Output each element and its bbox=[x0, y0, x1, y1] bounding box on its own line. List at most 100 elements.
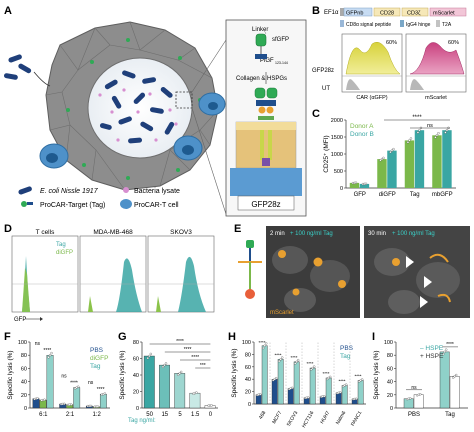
sig-label: **** bbox=[322, 371, 329, 376]
inset-pigf-sub: 123-144 bbox=[275, 61, 288, 65]
sig-label: **** bbox=[258, 340, 265, 345]
panel-letter-i: I bbox=[372, 331, 375, 343]
sig-label: **** bbox=[354, 373, 361, 378]
y-tick-label: 0 bbox=[340, 186, 343, 192]
t-cell-icon bbox=[120, 199, 132, 209]
legend-tag: Tag bbox=[90, 363, 101, 370]
data-point bbox=[149, 352, 152, 356]
x-tick-label: MCF7 bbox=[271, 410, 283, 425]
tag-uptake-signal bbox=[437, 293, 451, 303]
data-point bbox=[103, 392, 107, 395]
ecoli-icon bbox=[18, 186, 32, 195]
x-tick-label: PBS bbox=[408, 412, 420, 418]
data-point bbox=[354, 181, 358, 184]
data-point bbox=[364, 182, 368, 185]
procar-t-cells bbox=[39, 92, 226, 169]
sig-label: **** bbox=[274, 352, 281, 357]
hist-label-ut: UT bbox=[322, 86, 330, 92]
y-tick-label: 100 bbox=[242, 340, 251, 346]
free-bacteria bbox=[3, 54, 32, 80]
data-point bbox=[262, 346, 265, 350]
mscarlet-cell bbox=[338, 280, 346, 288]
hist-title-skov3: SKOV3 bbox=[170, 229, 192, 236]
data-point bbox=[164, 362, 168, 365]
inset-gfp28z-label: GFP28z bbox=[251, 200, 280, 209]
data-point bbox=[281, 356, 284, 359]
y-tick-label: 40 bbox=[387, 380, 393, 386]
construct-gfpnb: GFPnb bbox=[346, 11, 363, 17]
data-point bbox=[146, 356, 149, 360]
y-tick-label: 80 bbox=[133, 340, 139, 346]
x-tick-label: 5 bbox=[178, 412, 182, 418]
arrow-marker bbox=[406, 256, 414, 268]
data-point bbox=[455, 373, 458, 377]
car-cell-schematic bbox=[238, 240, 262, 299]
data-point bbox=[329, 375, 332, 379]
hist-skov3-digfp bbox=[156, 296, 161, 312]
inset-sfgfp-label: sfGFP bbox=[272, 37, 289, 43]
legend-pbs: PBS bbox=[340, 345, 354, 352]
inset-box: Linker sfGFP PlGF 123-144 Collagen & HSP… bbox=[225, 19, 307, 217]
bar bbox=[359, 183, 370, 188]
lysate-icon bbox=[123, 187, 129, 193]
x-prefix: Tag ng/ml: bbox=[128, 418, 156, 424]
data-point bbox=[339, 391, 342, 394]
data-point bbox=[259, 393, 262, 396]
hist-xlabel-gfp: GFP bbox=[14, 317, 26, 323]
bar bbox=[73, 387, 81, 409]
data-point bbox=[444, 131, 447, 134]
data-point bbox=[409, 137, 413, 140]
bar bbox=[277, 359, 284, 405]
x-tick-label: Nalm6 bbox=[335, 410, 348, 426]
y-tick-label: 80 bbox=[245, 352, 251, 358]
bar bbox=[271, 379, 278, 405]
panel-e: E 2 min + 100 ng/ml Tag mScarlet bbox=[234, 223, 470, 318]
sig-label: ns bbox=[88, 380, 94, 386]
chart-i: 0 20 40 60 80 100 Specific lysis (%) PBS Tag – HS… bbox=[373, 340, 468, 418]
data-point bbox=[265, 342, 268, 345]
data-point bbox=[295, 360, 298, 363]
legend-minus-hspe: – HSPE bbox=[420, 345, 444, 352]
bar bbox=[189, 392, 201, 409]
y-tick-label: 60 bbox=[245, 365, 251, 371]
bar bbox=[143, 355, 155, 409]
mscarlet-cell bbox=[313, 257, 323, 267]
panel-letter-c: C bbox=[312, 108, 320, 120]
inset-linker-label: Linker bbox=[252, 27, 268, 33]
data-point bbox=[406, 141, 410, 144]
legend-tag: Tag bbox=[340, 353, 351, 360]
legend-lysate: Bacteria lysate bbox=[134, 188, 180, 195]
tag-dots bbox=[66, 38, 202, 180]
y-tick-label: 0 bbox=[24, 406, 27, 412]
bar bbox=[341, 385, 348, 405]
y-tick-label: 100 bbox=[384, 340, 393, 346]
gfp28z-receptor-icon bbox=[230, 87, 302, 196]
data-point bbox=[161, 365, 165, 368]
data-point bbox=[47, 356, 50, 359]
bar bbox=[414, 130, 425, 188]
x-tick-label: mbGFP bbox=[432, 192, 453, 198]
x-tick-label: 2:1 bbox=[66, 412, 75, 418]
inset-pigf-label: PlGF bbox=[260, 58, 274, 64]
legend-plus-hspe: + HSPE bbox=[420, 353, 444, 360]
data-point bbox=[50, 351, 53, 355]
construct-cd8a: CD8α signal peptide bbox=[346, 22, 391, 28]
hist-car-ut bbox=[346, 79, 360, 90]
hist-xlabel-mscarlet: mScarlet bbox=[425, 95, 447, 101]
data-point bbox=[453, 375, 456, 378]
data-point bbox=[210, 404, 213, 407]
bar bbox=[449, 376, 460, 409]
y-tick-label: 0 bbox=[136, 406, 139, 412]
data-point bbox=[390, 149, 394, 152]
construct-igg4: IgG4 hinge bbox=[406, 22, 431, 28]
data-point bbox=[195, 391, 198, 394]
y-tick-label: 20 bbox=[245, 390, 251, 396]
bar bbox=[309, 367, 316, 405]
data-point bbox=[434, 136, 437, 139]
e2-time: 30 min bbox=[368, 231, 386, 237]
panel-a-legend: E. coli Nissle 1917 Bacteria lysate ProC… bbox=[18, 186, 180, 209]
y-tick-label: 20 bbox=[21, 393, 27, 399]
chart-h: 0 20 40 60 80 100 Specific lysis (%) 468 MCF7 SKO… bbox=[231, 340, 366, 429]
data-point bbox=[418, 129, 421, 132]
panel-letter-a: A bbox=[4, 5, 12, 17]
